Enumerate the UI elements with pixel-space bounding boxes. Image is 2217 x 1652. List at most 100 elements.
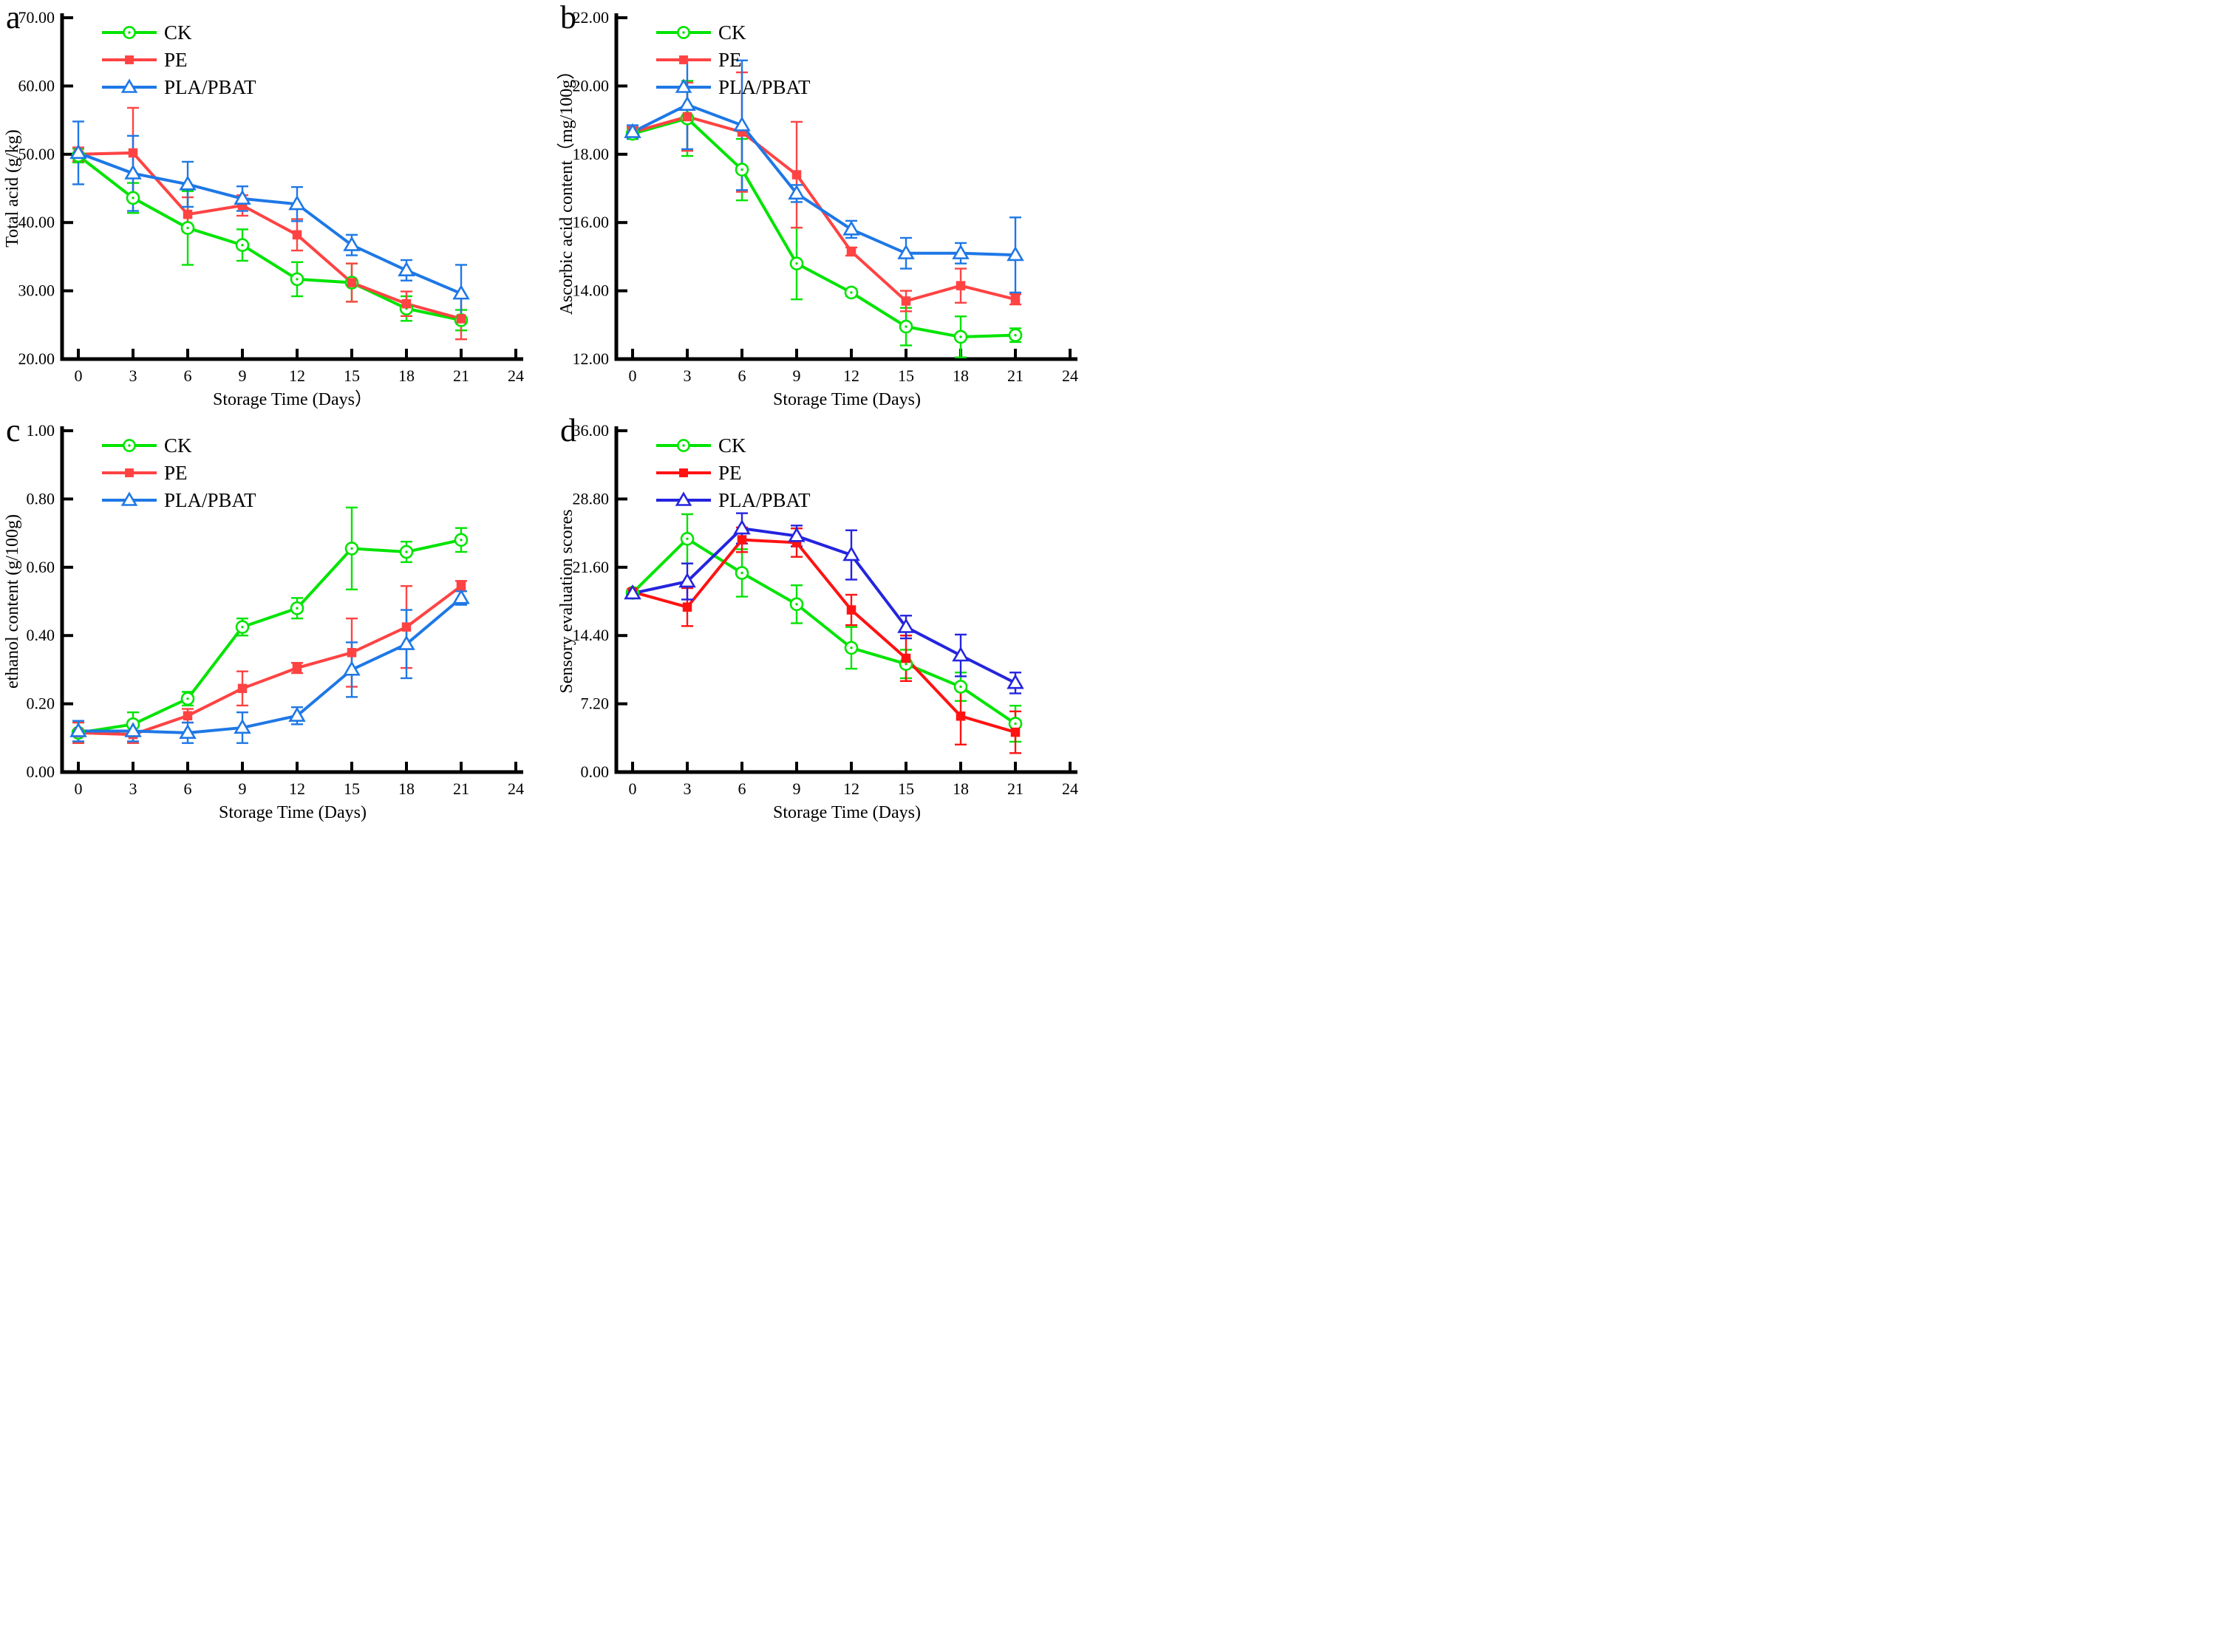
data-point-marker-triangle bbox=[897, 618, 915, 633]
x-tick-label: 24 bbox=[508, 779, 524, 798]
panel-d-chart: 0.00 7.20 14.40 21.60 28.80 36.00 0 3 6 9 12 15 18 21… bbox=[557, 421, 1078, 822]
x-tick-label: 21 bbox=[453, 779, 469, 798]
panel-a: a 20.00 30.00 40.00 50.00 60.00 70.00 0 3 6 9 12 15… bbox=[0, 0, 554, 413]
x-tick-label: 0 bbox=[629, 779, 637, 798]
legend-label: PE bbox=[718, 49, 742, 71]
y-tick-label: 20.00 bbox=[18, 349, 55, 368]
data-point-marker-square bbox=[456, 314, 466, 324]
x-tick-label: 15 bbox=[344, 366, 360, 385]
x-tick-label: 12 bbox=[843, 779, 859, 798]
data-point-marker-triangle bbox=[624, 584, 641, 600]
y-tick-label: 7.20 bbox=[581, 694, 610, 713]
four-panel-line-chart-figure: a 20.00 30.00 40.00 50.00 60.00 70.00 0 3 6 9 12 15… bbox=[0, 0, 1108, 826]
y-axis-title: Total acid (g/kg) bbox=[3, 129, 22, 248]
y-tick-label: 40.00 bbox=[18, 213, 55, 231]
legend-label: CK bbox=[164, 434, 192, 457]
panel-d-letter: d bbox=[560, 412, 576, 448]
y-tick-label: 36.00 bbox=[573, 421, 610, 440]
x-tick-label: 15 bbox=[898, 779, 914, 798]
data-point-marker-triangle bbox=[897, 244, 915, 259]
data-point-marker-square bbox=[237, 683, 248, 694]
data-point-marker-triangle bbox=[733, 116, 751, 132]
legend-label: CK bbox=[718, 21, 746, 44]
legend-label: PLA/PBAT bbox=[164, 76, 256, 98]
x-tick-label: 12 bbox=[289, 366, 305, 385]
x-tick-label: 9 bbox=[793, 779, 801, 798]
y-tick-label: 50.00 bbox=[18, 145, 55, 163]
legend-item-PE: PE bbox=[102, 49, 188, 71]
panel-b-chart: 12.00 14.00 16.00 18.00 20.00 22.00 0 3 6 9 12 15 18… bbox=[557, 8, 1078, 409]
data-point-marker-circle-dot bbox=[186, 226, 189, 230]
y-tick-label: 21.60 bbox=[573, 558, 610, 576]
data-point-marker-square bbox=[682, 112, 692, 122]
legend: CK PE PLA/PBAT bbox=[656, 21, 811, 98]
panel-c-chart: 0.00 0.20 0.40 0.60 0.80 1.00 0 3 6 9 12 15 18 21 24 St… bbox=[3, 421, 524, 822]
x-tick-label: 9 bbox=[239, 779, 247, 798]
y-tick-label: 1.00 bbox=[27, 421, 55, 440]
panel-a-letter: a bbox=[6, 0, 21, 35]
y-tick-label: 0.00 bbox=[581, 762, 610, 781]
data-point-marker-circle-dot bbox=[905, 325, 907, 328]
x-tick-label: 21 bbox=[453, 366, 469, 385]
x-tick-label: 12 bbox=[289, 779, 305, 798]
data-point-marker-circle-dot bbox=[740, 168, 743, 171]
data-point-marker-square bbox=[347, 648, 357, 658]
y-tick-label: 28.80 bbox=[573, 489, 610, 508]
data-point-marker-triangle bbox=[452, 284, 470, 300]
legend-item-CK: CK bbox=[656, 21, 746, 44]
data-point-marker-triangle bbox=[675, 78, 692, 93]
x-tick-label: 6 bbox=[184, 779, 192, 798]
legend-item-PE: PE bbox=[656, 462, 742, 484]
y-tick-label: 0.80 bbox=[27, 489, 55, 508]
legend-item-CK: CK bbox=[656, 434, 746, 457]
y-tick-label: 20.00 bbox=[573, 76, 610, 95]
y-axis-title: Sensory evaluation scores bbox=[557, 509, 576, 693]
data-point-marker-square bbox=[183, 711, 193, 721]
data-point-marker-square bbox=[956, 281, 966, 290]
series-line-PE bbox=[78, 151, 462, 321]
data-point-marker-circle-dot bbox=[186, 697, 189, 700]
x-axis-title: Storage Time (Days) bbox=[219, 803, 367, 822]
data-point-marker-triangle bbox=[452, 589, 470, 604]
data-point-marker-circle-dot bbox=[296, 278, 299, 281]
data-point-marker-circle-dot bbox=[296, 607, 299, 610]
data-point-marker-triangle bbox=[343, 236, 361, 251]
x-tick-label: 0 bbox=[75, 779, 83, 798]
data-point-marker-circle-dot bbox=[241, 243, 244, 247]
data-point-marker-circle-dot bbox=[350, 547, 353, 550]
data-point-marker-triangle bbox=[842, 546, 860, 562]
data-point-marker-circle-dot bbox=[682, 444, 685, 447]
panel-b: b 12.00 14.00 16.00 18.00 20.00 22.00 0 3 6 9 12 15… bbox=[554, 0, 1108, 413]
data-point-marker-triangle bbox=[624, 123, 641, 138]
data-point-marker-triangle bbox=[120, 78, 138, 93]
data-point-marker-square bbox=[901, 296, 911, 306]
y-tick-label: 70.00 bbox=[18, 8, 55, 27]
x-axis-title: Storage Time (Days) bbox=[773, 803, 921, 822]
legend: CK PE PLA/PBAT bbox=[102, 21, 256, 98]
legend-item-PLA-PBAT: PLA/PBAT bbox=[102, 76, 256, 98]
legend-label: PLA/PBAT bbox=[718, 76, 811, 98]
data-point-marker-circle-dot bbox=[850, 291, 853, 294]
data-point-marker-square bbox=[401, 298, 412, 309]
data-point-marker-circle-dot bbox=[132, 197, 134, 199]
panel-d: d 0.00 7.20 14.40 21.60 28.80 36.00 0 3 6 9 12 15 18… bbox=[554, 413, 1108, 826]
data-point-marker-triangle bbox=[678, 572, 696, 588]
data-point-marker-square bbox=[956, 711, 966, 721]
data-point-marker-square bbox=[737, 535, 747, 545]
legend-item-PLA-PBAT: PLA/PBAT bbox=[102, 489, 256, 511]
panel-c-letter: c bbox=[6, 412, 21, 448]
data-point-marker-square bbox=[901, 653, 911, 663]
data-point-marker-triangle bbox=[69, 722, 87, 737]
legend-label: PLA/PBAT bbox=[164, 489, 256, 511]
data-point-marker-circle-dot bbox=[740, 571, 743, 575]
data-point-marker-triangle bbox=[1007, 674, 1024, 689]
legend-label: CK bbox=[718, 434, 746, 457]
series-line-PLA-PBAT bbox=[632, 103, 1016, 257]
x-tick-label: 3 bbox=[129, 366, 137, 385]
data-point-marker-triangle bbox=[733, 519, 751, 535]
panel-c: c 0.00 0.20 0.40 0.60 0.80 1.00 0 3 6 9 12 15 18 21 24… bbox=[0, 413, 554, 826]
data-point-marker-circle-dot bbox=[241, 625, 244, 629]
y-axis-title: ethanol content (g/100g) bbox=[3, 514, 22, 689]
y-tick-label: 60.00 bbox=[18, 76, 55, 95]
x-tick-label: 18 bbox=[953, 366, 969, 385]
